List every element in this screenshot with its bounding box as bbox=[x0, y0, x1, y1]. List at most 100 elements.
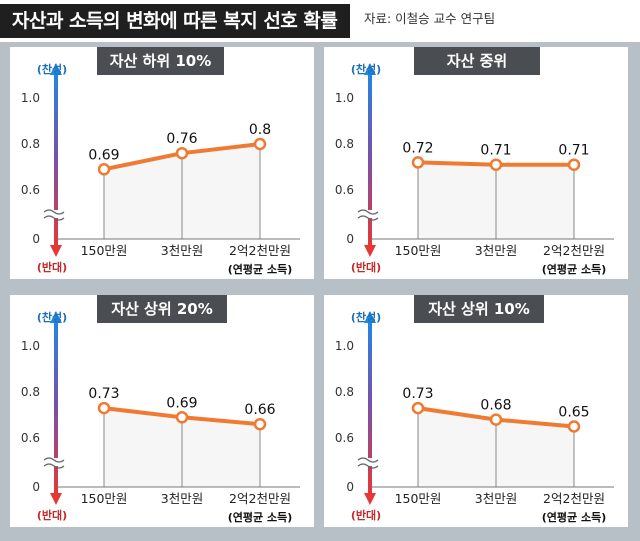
y-tick-label: 0.6 bbox=[21, 183, 40, 197]
y-tick-label: 1.0 bbox=[21, 91, 40, 105]
panel-asset-top-10: 자산 상위 10% 0 0.6 0.8 1.0 (찬성) (반대) 0.73 0.68 0.65… bbox=[324, 295, 628, 527]
x-unit-note: (연평균 소득) bbox=[542, 262, 606, 276]
down-arrow-icon bbox=[364, 245, 376, 257]
top-end-label: (찬성) bbox=[37, 62, 67, 76]
x-tick-label: 2억2천만원 bbox=[543, 243, 605, 258]
header: 자산과 소득의 변화에 따른 복지 선호 확률 자료: 이철승 교수 연구팀 bbox=[0, 0, 640, 42]
x-tick-label: 2억2천만원 bbox=[229, 491, 291, 506]
chart-svg: 0 0.6 0.8 1.0 (찬성) (반대) 0.73 0.68 0.65 150만원 3천만원 2… bbox=[335, 310, 614, 524]
data-label: 0.68 bbox=[480, 398, 511, 414]
data-point bbox=[411, 401, 425, 415]
axis-break-mark bbox=[43, 463, 65, 469]
axis-break-mark bbox=[357, 215, 379, 221]
axis-break-gap bbox=[360, 458, 380, 466]
data-label: 0.69 bbox=[88, 147, 119, 163]
x-tick-label: 150만원 bbox=[395, 243, 442, 258]
data-point bbox=[253, 417, 267, 431]
y-tick-label: 0 bbox=[346, 232, 354, 246]
data-point bbox=[567, 158, 581, 171]
panel-title: 자산 하위 10% bbox=[97, 47, 224, 75]
y-tick-label: 0 bbox=[32, 480, 40, 494]
data-point bbox=[175, 146, 189, 160]
chart-svg: 0 0.6 0.8 1.0 (찬성) (반대) 0.72 0.71 0.71 150만원 3천만원 2… bbox=[335, 62, 614, 276]
x-tick-label: 150만원 bbox=[81, 491, 128, 506]
axis-break-mark bbox=[43, 215, 65, 221]
up-arrow-icon bbox=[364, 63, 376, 75]
data-label: 0.72 bbox=[402, 140, 433, 156]
chart-svg: 0 0.6 0.8 1.0 (찬성) (반대) 0.73 0.69 0.66 150만원 3천만원 2… bbox=[21, 310, 300, 524]
y-tick-label: 1.0 bbox=[335, 91, 354, 105]
x-unit-note: (연평균 소득) bbox=[542, 510, 606, 524]
x-tick-label: 150만원 bbox=[81, 243, 128, 258]
bottom-end-label: (반대) bbox=[37, 260, 67, 274]
panel-asset-top-20: 자산 상위 20% 0 0.6 0.8 1.0 (찬성) (반대) 0.73 0.69 0.66… bbox=[10, 295, 314, 527]
y-axis-bar bbox=[368, 319, 372, 495]
data-label: 0.8 bbox=[249, 122, 271, 138]
panel-title: 자산 중위 bbox=[414, 47, 540, 75]
y-tick-label: 0.8 bbox=[335, 385, 354, 399]
bottom-end-label: (반대) bbox=[351, 260, 381, 274]
x-tick-label: 150만원 bbox=[395, 491, 442, 506]
top-end-label: (찬성) bbox=[351, 62, 381, 76]
up-arrow-icon bbox=[50, 63, 62, 75]
panel-asset-bottom-10: 자산 하위 10% 0 0.6 0.8 1.0 (찬성) (반대) 0.69 0.76 0.8 1… bbox=[10, 47, 314, 279]
source-note: 자료: 이철승 교수 연구팀 bbox=[364, 11, 496, 26]
y-tick-label: 0.6 bbox=[335, 183, 354, 197]
data-label: 0.71 bbox=[480, 143, 511, 159]
up-arrow-icon bbox=[50, 311, 62, 323]
data-label: 0.73 bbox=[402, 386, 433, 402]
axis-break-mark bbox=[357, 463, 379, 469]
y-tick-label: 0.8 bbox=[21, 385, 40, 399]
y-axis-bar bbox=[368, 71, 372, 247]
data-label: 0.65 bbox=[558, 405, 589, 421]
axis-break-gap bbox=[46, 210, 66, 218]
down-arrow-icon bbox=[364, 493, 376, 505]
x-unit-note: (연평균 소득) bbox=[228, 510, 292, 524]
y-tick-label: 0.8 bbox=[335, 137, 354, 151]
data-point bbox=[567, 420, 581, 433]
top-end-label: (찬성) bbox=[351, 310, 381, 324]
data-point bbox=[489, 413, 503, 426]
x-unit-note: (연평균 소득) bbox=[228, 262, 292, 276]
down-arrow-icon bbox=[50, 245, 62, 257]
data-point bbox=[97, 163, 111, 176]
panel-title: 자산 상위 10% bbox=[414, 295, 544, 323]
data-label: 0.66 bbox=[244, 402, 275, 418]
axis-break-mark bbox=[357, 209, 379, 215]
data-point bbox=[253, 137, 267, 151]
x-tick-label: 2억2천만원 bbox=[543, 491, 605, 506]
top-end-label: (찬성) bbox=[37, 310, 67, 324]
data-label: 0.73 bbox=[88, 386, 119, 402]
x-tick-label: 2억2천만원 bbox=[229, 243, 291, 258]
x-tick-label: 3천만원 bbox=[475, 491, 517, 506]
y-tick-label: 0 bbox=[32, 232, 40, 246]
y-tick-label: 0.6 bbox=[335, 431, 354, 445]
panel-asset-middle: 자산 중위 0 0.6 0.8 1.0 (찬성) (반대) 0.72 0.71 0.71 150만… bbox=[324, 47, 628, 279]
axis-break-gap bbox=[46, 458, 66, 466]
figure-title: 자산과 소득의 변화에 따른 복지 선호 확률 bbox=[0, 4, 350, 38]
data-point bbox=[97, 401, 111, 415]
data-label: 0.69 bbox=[166, 395, 197, 411]
x-tick-label: 3천만원 bbox=[161, 243, 203, 258]
data-label: 0.76 bbox=[166, 131, 197, 147]
x-tick-label: 3천만원 bbox=[475, 243, 517, 258]
panel-title: 자산 상위 20% bbox=[97, 295, 227, 323]
y-axis-bar bbox=[54, 319, 58, 495]
y-tick-label: 0.8 bbox=[21, 137, 40, 151]
down-arrow-icon bbox=[50, 493, 62, 505]
x-tick-label: 3천만원 bbox=[161, 491, 203, 506]
data-point bbox=[175, 411, 189, 424]
axis-break-mark bbox=[43, 209, 65, 215]
y-axis-bar bbox=[54, 71, 58, 247]
y-tick-label: 0.6 bbox=[21, 431, 40, 445]
chart-svg: 0 0.6 0.8 1.0 (찬성) (반대) 0.69 0.76 0.8 150만원 3천만원 2억… bbox=[21, 62, 300, 276]
up-arrow-icon bbox=[364, 311, 376, 323]
bottom-end-label: (반대) bbox=[351, 508, 381, 522]
axis-break-mark bbox=[43, 457, 65, 463]
data-label: 0.71 bbox=[558, 143, 589, 159]
bottom-end-label: (반대) bbox=[37, 508, 67, 522]
y-tick-label: 1.0 bbox=[335, 339, 354, 353]
y-tick-label: 0 bbox=[346, 480, 354, 494]
axis-break-mark bbox=[357, 457, 379, 463]
data-point bbox=[489, 158, 503, 171]
